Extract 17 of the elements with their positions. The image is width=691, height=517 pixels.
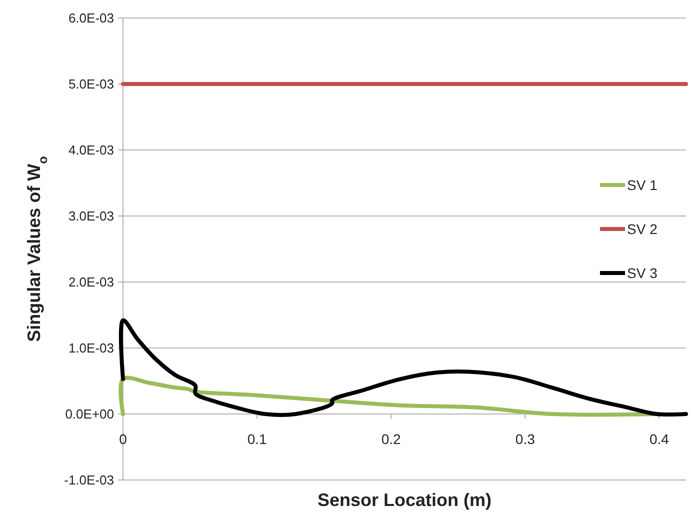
legend-label: SV 2 — [627, 220, 658, 237]
x-axis-title: Sensor Location (m) — [317, 490, 492, 510]
x-tick-label: 0.3 — [515, 431, 536, 447]
legend-label: SV 3 — [627, 264, 658, 281]
y-tick-label: 6.0E-03 — [68, 10, 114, 26]
y-tick-label: 2.0E-03 — [68, 274, 114, 290]
y-tick-label: 4.0E-03 — [68, 142, 114, 158]
x-tick-label: 0 — [119, 431, 128, 447]
y-tick-label: 1.0E-03 — [68, 340, 114, 356]
legend-label: SV 1 — [627, 176, 658, 193]
x-tick-label: 0.1 — [247, 431, 267, 447]
x-tick-label: 0.2 — [381, 431, 402, 447]
x-tick-label: 0.4 — [649, 431, 670, 447]
y-tick-label: 0.0E+00 — [65, 406, 114, 422]
y-tick-label: 3.0E-03 — [68, 208, 114, 224]
y-tick-label: -1.0E-03 — [64, 472, 114, 488]
y-tick-label: 5.0E-03 — [68, 76, 114, 92]
